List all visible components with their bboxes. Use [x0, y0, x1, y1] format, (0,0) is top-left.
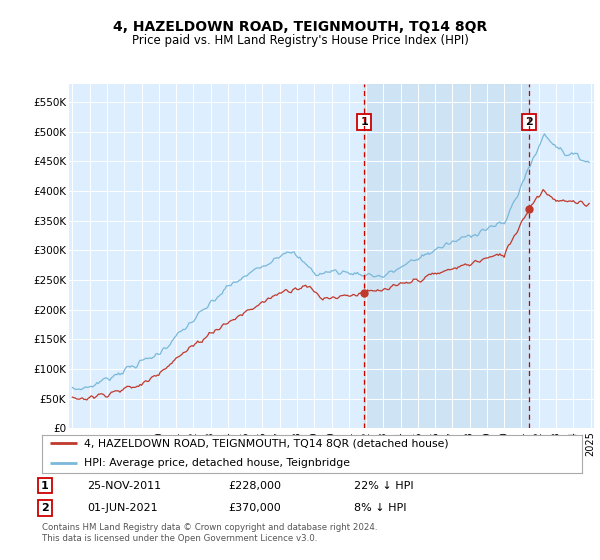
Text: 4, HAZELDOWN ROAD, TEIGNMOUTH, TQ14 8QR (detached house): 4, HAZELDOWN ROAD, TEIGNMOUTH, TQ14 8QR …	[84, 438, 449, 449]
Text: 25-NOV-2011: 25-NOV-2011	[87, 480, 161, 491]
Text: 8% ↓ HPI: 8% ↓ HPI	[354, 503, 407, 513]
Text: Contains HM Land Registry data © Crown copyright and database right 2024.
This d: Contains HM Land Registry data © Crown c…	[42, 524, 377, 543]
Text: 1: 1	[361, 117, 368, 127]
Text: 4, HAZELDOWN ROAD, TEIGNMOUTH, TQ14 8QR: 4, HAZELDOWN ROAD, TEIGNMOUTH, TQ14 8QR	[113, 20, 487, 34]
Text: Price paid vs. HM Land Registry's House Price Index (HPI): Price paid vs. HM Land Registry's House …	[131, 34, 469, 46]
Text: 2: 2	[41, 503, 49, 513]
Bar	[364, 84, 529, 428]
Text: 01-JUN-2021: 01-JUN-2021	[87, 503, 158, 513]
Text: HPI: Average price, detached house, Teignbridge: HPI: Average price, detached house, Teig…	[84, 458, 350, 468]
Text: £228,000: £228,000	[228, 480, 281, 491]
Text: 1: 1	[41, 480, 49, 491]
Text: 2: 2	[525, 117, 533, 127]
Text: 22% ↓ HPI: 22% ↓ HPI	[354, 480, 413, 491]
Text: £370,000: £370,000	[228, 503, 281, 513]
